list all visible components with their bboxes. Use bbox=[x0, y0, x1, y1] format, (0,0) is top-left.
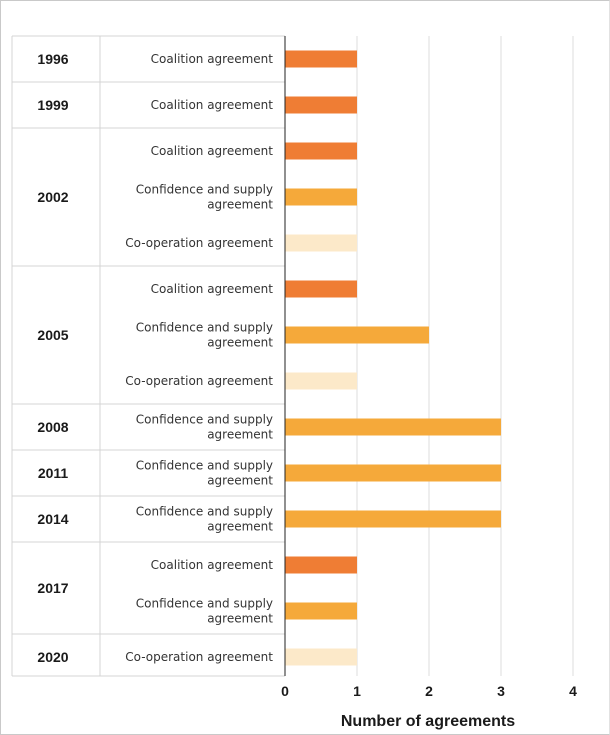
category-label: Coalition agreement bbox=[151, 98, 274, 112]
category-label: Confidence and supply agreement bbox=[136, 413, 273, 442]
year-label: 1999 bbox=[37, 97, 68, 113]
year-label: 2014 bbox=[37, 511, 68, 527]
year-label: 2020 bbox=[37, 649, 68, 665]
x-axis-label: Number of agreements bbox=[341, 713, 515, 730]
year-label: 2005 bbox=[37, 327, 68, 343]
bar bbox=[285, 372, 357, 390]
category-label: Co-operation agreement bbox=[125, 650, 273, 664]
x-tick-label: 4 bbox=[569, 683, 577, 699]
category-label: Coalition agreement bbox=[151, 558, 274, 572]
x-tick-label: 0 bbox=[281, 683, 289, 699]
bar bbox=[285, 280, 357, 298]
year-label: 2008 bbox=[37, 419, 68, 435]
bar bbox=[285, 510, 501, 528]
x-tick-label: 3 bbox=[497, 683, 505, 699]
year-label: 1996 bbox=[37, 51, 68, 67]
x-axis: 0 1 2 3 4 bbox=[281, 36, 577, 699]
bar bbox=[285, 50, 357, 68]
bar bbox=[285, 326, 429, 344]
bar bbox=[285, 188, 357, 206]
year-table: 1996 Coalition agreement 1999 Coalition agr… bbox=[11, 35, 285, 677]
bar-layer bbox=[285, 50, 501, 666]
bar bbox=[285, 602, 357, 620]
category-label: Coalition agreement bbox=[151, 282, 274, 296]
category-label: Co-operation agreement bbox=[125, 374, 273, 388]
grid-layer bbox=[356, 36, 574, 676]
year-label: 2017 bbox=[37, 580, 68, 596]
category-label: Confidence and supply agreement bbox=[136, 459, 273, 488]
bar bbox=[285, 556, 357, 574]
x-tick-label: 1 bbox=[353, 683, 361, 699]
bar bbox=[285, 96, 357, 114]
year-label: 2002 bbox=[37, 189, 68, 205]
bar bbox=[285, 648, 357, 666]
category-label: Confidence and supply agreement bbox=[136, 505, 273, 534]
category-label: Coalition agreement bbox=[151, 144, 274, 158]
bar bbox=[285, 234, 357, 252]
bar bbox=[285, 464, 501, 482]
category-label: Coalition agreement bbox=[151, 52, 274, 66]
x-tick-label: 2 bbox=[425, 683, 433, 699]
year-label: 2011 bbox=[38, 465, 69, 481]
category-label: Confidence and supply agreement bbox=[136, 597, 273, 626]
category-label: Confidence and supply agreement bbox=[136, 321, 273, 350]
category-label: Confidence and supply agreement bbox=[136, 183, 273, 212]
category-label: Co-operation agreement bbox=[125, 236, 273, 250]
bar bbox=[285, 142, 357, 160]
bar bbox=[285, 418, 501, 436]
